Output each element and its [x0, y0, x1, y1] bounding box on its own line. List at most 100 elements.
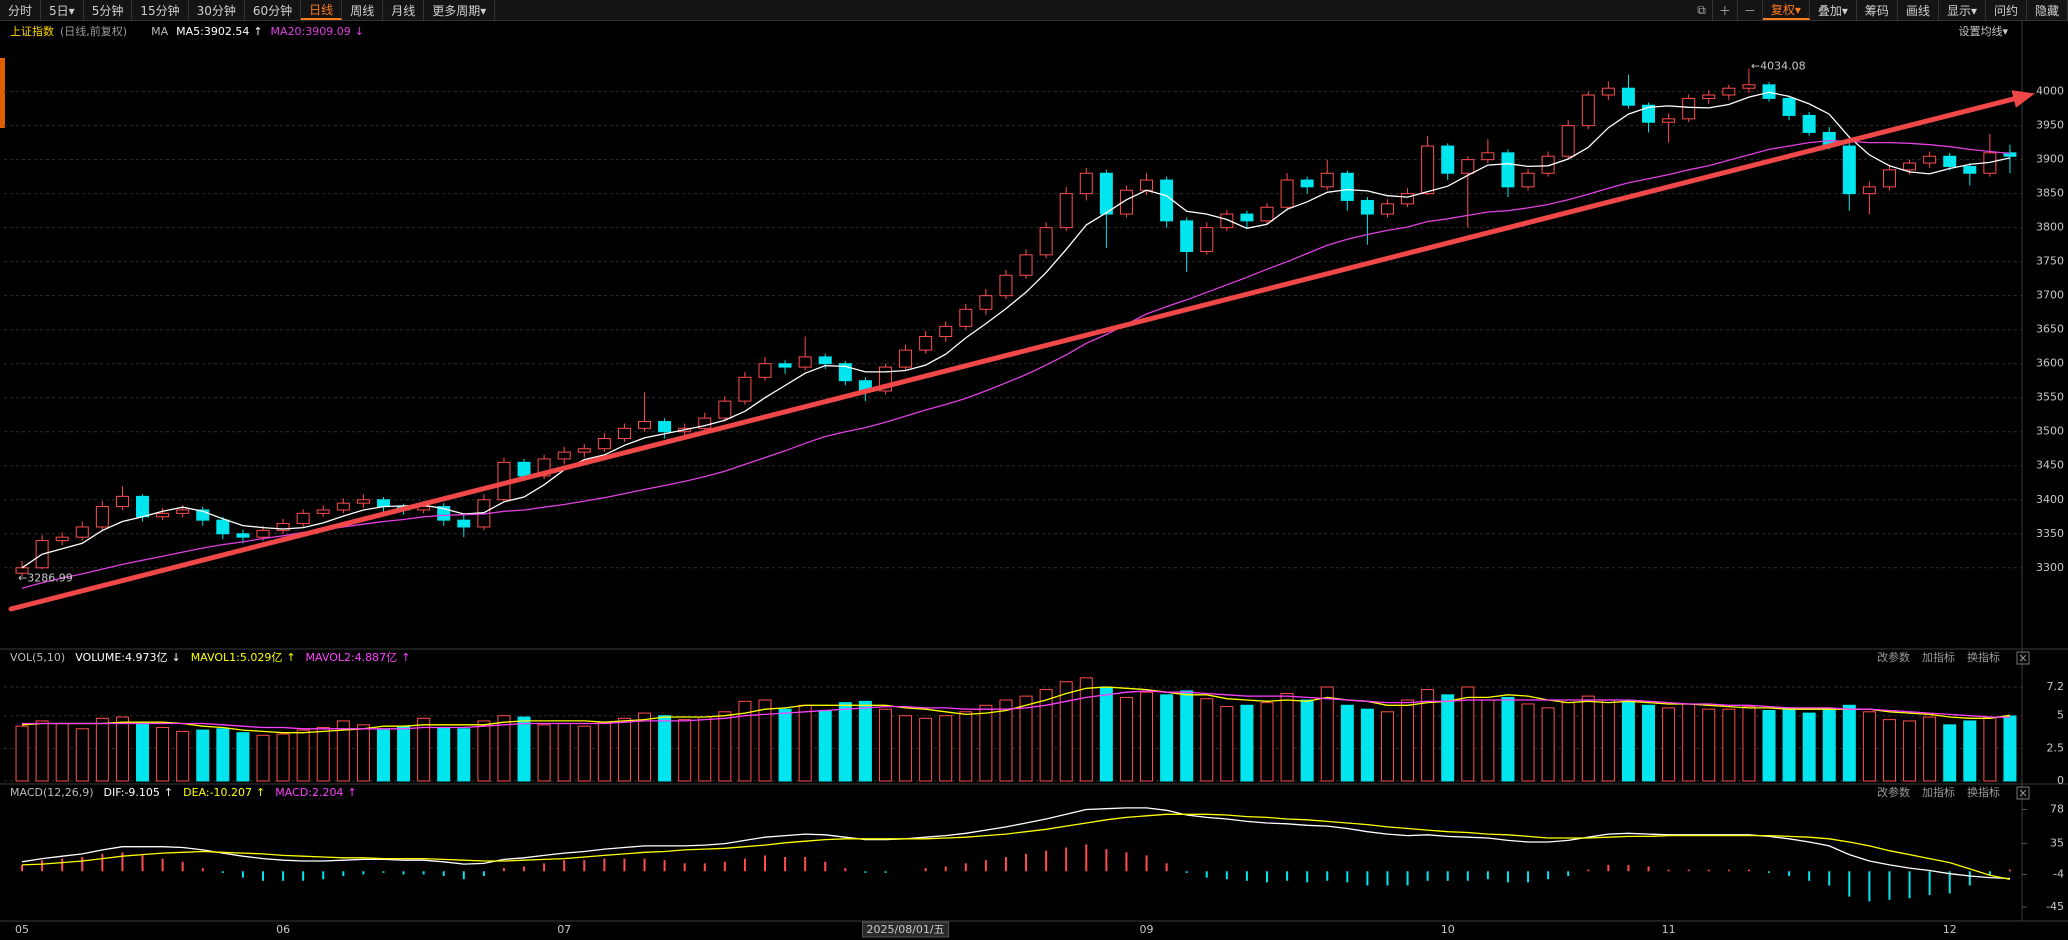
candle-body	[75, 526, 89, 538]
candle-body	[1963, 165, 1977, 174]
icon-minus[interactable]: －	[1738, 0, 1763, 20]
volume-bar	[1160, 694, 1174, 782]
volume-bar	[1421, 689, 1435, 782]
volume-bar	[517, 716, 531, 782]
candle-body	[1300, 179, 1314, 188]
volume-bar	[939, 715, 953, 782]
toolbar-tab[interactable]: 筹码	[1857, 0, 1898, 20]
indicator-name: MACD(12,26,9)	[10, 786, 94, 799]
icon-copy[interactable]: ⧉	[1691, 0, 1713, 20]
toolbar-tab[interactable]: 显示▾	[1939, 0, 1986, 20]
volume-bar	[336, 720, 350, 782]
toolbar-tab[interactable]: 月线	[383, 0, 425, 20]
close-icon	[2019, 654, 2027, 662]
volume-bar	[376, 729, 390, 782]
volume-bar	[1722, 708, 1736, 782]
volume-bar	[1360, 708, 1374, 782]
toolbar-tab[interactable]: 日线	[301, 0, 343, 20]
volume-bar	[1581, 695, 1595, 782]
candle-body	[1762, 84, 1776, 99]
settings-button[interactable]: 设置均线▾	[1958, 24, 2008, 38]
volume-bar	[577, 725, 591, 782]
toolbar: 分时 5日▾ 5分钟 15分钟 30分钟 60分钟 日线 周线 月线 更多周期▾ ⧉ ＋ － 复权…	[0, 0, 2068, 21]
toolbar-tab[interactable]: 5分钟	[84, 0, 133, 20]
y-tick-label: -4	[2053, 867, 2064, 880]
candle-body	[738, 376, 752, 402]
legend-arrow: ↑	[347, 786, 356, 799]
candle-body	[1119, 189, 1133, 215]
toolbar-tab[interactable]: 问约	[1986, 0, 2027, 20]
legend-text: MAVOL1:5.029亿	[191, 651, 283, 664]
candle-body	[95, 506, 109, 528]
legend-arrow: ↓	[171, 651, 180, 664]
legend-text: MA20:3909.09	[271, 25, 351, 38]
panel-button[interactable]: 换指标	[1967, 650, 2000, 664]
volume-bar	[1742, 706, 1756, 782]
y-tick-label: 3350	[2036, 527, 2064, 540]
panel-button[interactable]: 换指标	[1967, 785, 2000, 799]
candle-body	[1742, 84, 1756, 89]
candle-body	[1099, 172, 1113, 215]
volume-bar	[1119, 696, 1133, 782]
volume-bar	[1079, 677, 1093, 782]
period-tabs: 分时 5日▾ 5分钟 15分钟 30分钟 60分钟 日线 周线 月线 更多周期▾	[0, 0, 496, 20]
volume-bar	[658, 715, 672, 782]
legend-arrow: ↑	[401, 651, 410, 664]
close-button[interactable]	[2016, 786, 2030, 800]
volume-bar	[1621, 700, 1635, 782]
candle-body	[1521, 172, 1535, 188]
candle-body	[1441, 145, 1455, 174]
toolbar-tab[interactable]: 叠加▾	[1810, 0, 1857, 20]
y-tick-label: 7.2	[2047, 680, 2065, 693]
indicator-name: VOL(5,10)	[10, 651, 65, 664]
candle-body	[296, 512, 310, 525]
toolbar-tab[interactable]: 周线	[342, 0, 384, 20]
panel-button[interactable]: 改参数	[1877, 650, 1910, 664]
volume-bar	[818, 709, 832, 782]
panel-button[interactable]: 加指标	[1922, 650, 1955, 664]
volume-bar	[437, 726, 451, 782]
candle-body	[1903, 162, 1917, 171]
volume-bar	[1340, 704, 1354, 782]
toolbar-tab[interactable]: 分时	[0, 0, 42, 20]
close-button[interactable]	[2016, 651, 2030, 665]
panel-button[interactable]: 改参数	[1877, 785, 1910, 799]
volume-bar	[1601, 699, 1615, 782]
toolbar-tab[interactable]: 画线	[1898, 0, 1939, 20]
candle-body	[316, 509, 330, 514]
toolbar-tab[interactable]: 30分钟	[189, 0, 245, 20]
toolbar-tab[interactable]: 更多周期▾	[424, 0, 496, 20]
volume-bar	[2003, 715, 2017, 782]
volume-bar	[1280, 693, 1294, 782]
candle-body	[115, 495, 129, 508]
candle-body	[778, 363, 792, 368]
x-tick-label: 10	[1441, 923, 1455, 936]
candle-body	[617, 427, 631, 440]
panel-button[interactable]: 加指标	[1922, 785, 1955, 799]
candle-body	[1842, 145, 1856, 195]
y-tick-label: 3500	[2036, 425, 2064, 438]
candle-body	[658, 421, 672, 433]
toolbar-tab[interactable]: 5日▾	[41, 0, 84, 20]
y-tick-label: -45	[2046, 900, 2064, 913]
candle-body	[1220, 213, 1234, 229]
volume-bar	[1501, 696, 1515, 782]
candle-body	[638, 421, 652, 429]
candle-body	[1581, 94, 1595, 127]
icon-plus[interactable]: ＋	[1713, 0, 1738, 20]
y-tick-label: 4000	[2036, 85, 2064, 98]
volume-bar	[999, 699, 1013, 782]
toolbar-tab[interactable]: 60分钟	[245, 0, 302, 20]
toolbar-tab[interactable]: 隐藏	[2027, 0, 2068, 20]
toolbar-tab[interactable]: 15分钟	[132, 0, 189, 20]
candle-body	[1702, 94, 1716, 99]
volume-bar	[678, 719, 692, 782]
series-line	[22, 690, 2011, 730]
candle-body	[1722, 87, 1736, 96]
volume-bar	[1180, 690, 1194, 782]
candle-body	[1541, 155, 1555, 174]
candle-body	[1340, 172, 1354, 201]
legend-arrow: ↑	[286, 651, 295, 664]
toolbar-tab[interactable]: 复权▾	[1762, 0, 1810, 20]
